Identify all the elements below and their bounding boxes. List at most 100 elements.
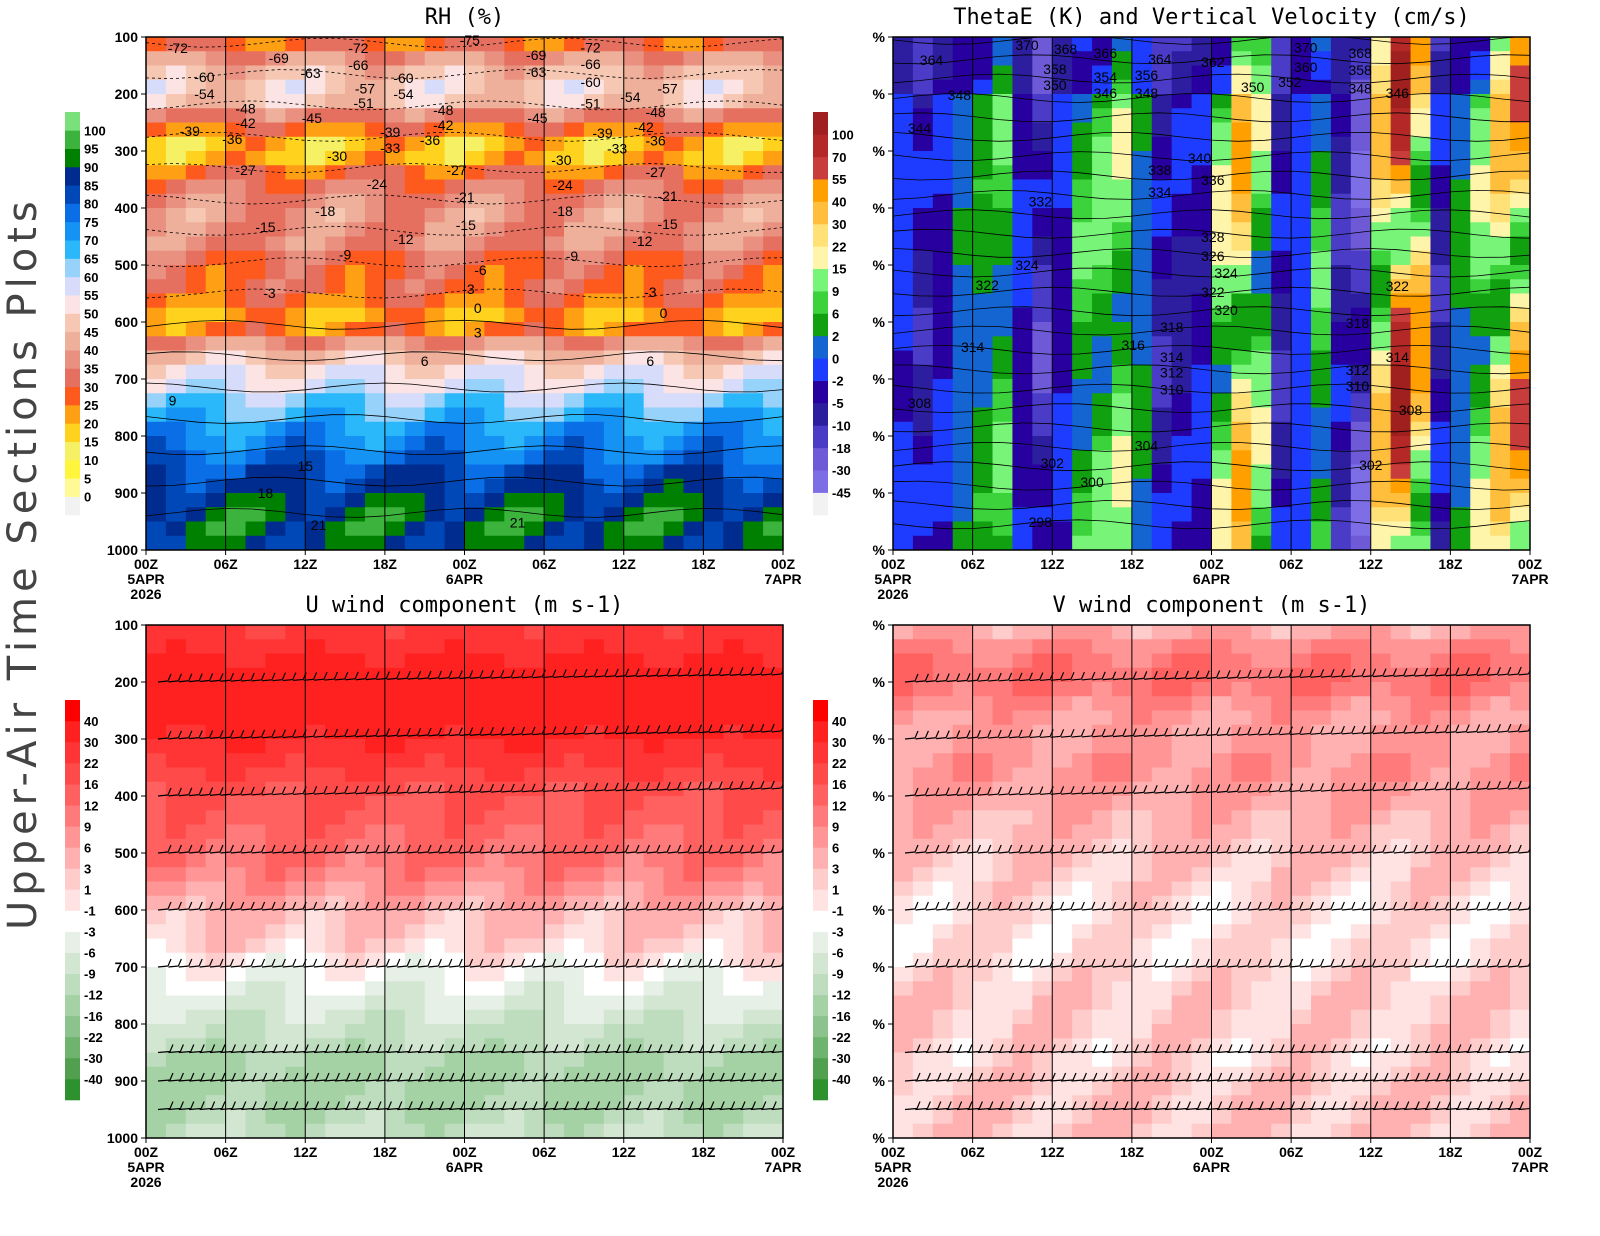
field-cell: [384, 179, 406, 195]
field-cell: [325, 981, 346, 997]
field-cell: [1092, 981, 1113, 997]
field-cell: [1012, 493, 1033, 508]
field-cell: [1271, 51, 1292, 67]
field-cell: [643, 682, 665, 697]
field-cell: [484, 1123, 505, 1138]
field-cell: [225, 478, 247, 494]
field-cell: [1330, 65, 1352, 81]
field-cell: [1032, 208, 1053, 223]
field-cell: [185, 265, 207, 280]
field-cell: [583, 265, 605, 280]
field-cell: [972, 881, 994, 897]
field-cell: [205, 967, 227, 982]
wind-barb: [324, 785, 338, 795]
field-cell: [325, 535, 346, 550]
field-cell: [1032, 667, 1053, 683]
field-cell: [912, 1024, 934, 1039]
wind-barb: [334, 671, 349, 681]
field-cell: [265, 507, 286, 523]
field-cell: [205, 767, 227, 783]
field-cell: [424, 995, 446, 1011]
field-cell: [932, 393, 954, 409]
wind-barb: [553, 783, 567, 793]
field-cell: [1072, 493, 1093, 508]
field-cell: [723, 938, 744, 954]
contour-label: 370: [1294, 39, 1318, 55]
wind-barb: [251, 1101, 268, 1111]
field-cell: [544, 1066, 565, 1082]
field-cell: [1291, 108, 1312, 124]
field-cell: [325, 179, 346, 195]
field-cell: [524, 753, 545, 769]
wind-barb: [553, 669, 567, 679]
field-cell: [504, 393, 525, 409]
contour-label: 6: [646, 353, 654, 369]
field-cell: [205, 824, 227, 840]
field-cell: [265, 464, 286, 480]
field-cell: [1470, 165, 1491, 181]
field-cell: [185, 151, 207, 166]
field-cell: [763, 250, 783, 266]
field-cell: [1211, 350, 1233, 366]
field-cell: [424, 1066, 446, 1082]
field-cell: [1072, 79, 1093, 95]
wind-barb: [449, 784, 463, 794]
field-cell: [952, 682, 974, 697]
field-cell: [1012, 952, 1033, 968]
field-cell: [146, 824, 167, 840]
wind-barb: [178, 844, 193, 854]
wind-barb: [761, 901, 775, 911]
field-cell: [683, 1038, 704, 1054]
field-cell: [185, 724, 207, 740]
field-cell: [524, 767, 545, 783]
field-cell: [1251, 322, 1272, 337]
field-cell: [1171, 407, 1193, 423]
colorbar-label: 3: [84, 861, 91, 876]
field-cell: [932, 179, 954, 195]
colorbar-label: 100: [832, 127, 854, 142]
field-cell: [1171, 151, 1193, 166]
field-cell: [544, 193, 565, 209]
field-cell: [345, 193, 366, 209]
field-cell: [464, 293, 486, 309]
field-cell: [1131, 393, 1153, 409]
field-cell: [205, 250, 227, 266]
field-cell: [245, 853, 267, 868]
colorbar-swatch: [813, 112, 828, 135]
field-cell: [165, 250, 187, 266]
field-cell: [364, 108, 386, 124]
field-cell: [225, 421, 247, 437]
field-cell: [912, 724, 934, 740]
field-cell: [932, 279, 954, 295]
field-cell: [1012, 151, 1033, 166]
field-cell: [1032, 122, 1053, 138]
field-cell: [305, 1038, 326, 1054]
field-cell: [544, 493, 565, 508]
field-cell: [146, 179, 167, 195]
wind-barb: [563, 783, 578, 792]
field-cell: [165, 881, 187, 897]
field-cell: [464, 136, 486, 152]
wind-barb: [521, 844, 536, 854]
field-cell: [912, 895, 934, 911]
field-cell: [1032, 507, 1053, 523]
field-cell: [165, 924, 187, 940]
field-cell: [444, 436, 466, 451]
field-cell: [1330, 136, 1352, 152]
field-cell: [893, 208, 914, 223]
field-cell: [603, 37, 625, 52]
field-cell: [1012, 122, 1033, 138]
field-cell: [484, 293, 505, 309]
field-cell: [603, 1081, 625, 1096]
wind-barb: [490, 1072, 507, 1082]
field-cell: [1370, 421, 1392, 437]
field-cell: [763, 193, 783, 209]
field-cell: [623, 881, 645, 897]
field-cell: [1012, 307, 1033, 323]
field-cell: [524, 810, 545, 826]
wind-barb: [334, 958, 349, 968]
field-cell: [683, 639, 704, 655]
field-cell: [643, 436, 665, 451]
field-cell: [1111, 924, 1133, 940]
field-cell: [1032, 724, 1053, 740]
